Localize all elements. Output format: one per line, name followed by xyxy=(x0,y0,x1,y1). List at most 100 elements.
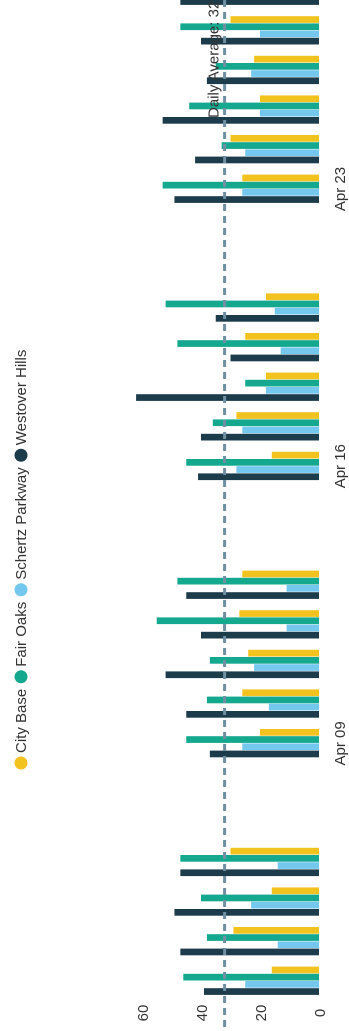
bar-schertz-parkway xyxy=(265,387,319,394)
daily-average-label: Daily Average: 32 xyxy=(206,1,223,118)
bar-fair-oaks xyxy=(245,379,319,387)
bar-city-base xyxy=(260,729,319,736)
bar-schertz-parkway xyxy=(277,941,319,949)
date-tick-label: Apr 09 xyxy=(332,721,349,765)
bar-westover-hills xyxy=(203,988,319,995)
bar-westover-hills xyxy=(165,671,319,679)
bar-schertz-parkway xyxy=(242,426,319,434)
bar-schertz-parkway xyxy=(251,70,319,77)
bar-fair-oaks xyxy=(183,973,319,981)
bar-city-base xyxy=(245,333,319,340)
value-tick-label: 60 xyxy=(135,1005,152,1022)
date-axis: Apr 09 Apr 16 Apr 23 xyxy=(332,167,349,766)
bar-city-base xyxy=(260,95,319,103)
bar-westover-hills xyxy=(198,473,319,481)
legend-marker xyxy=(14,756,28,770)
bar-westover-hills xyxy=(201,631,319,639)
bar-city-base xyxy=(233,927,319,934)
bar-fair-oaks xyxy=(186,736,319,743)
bar-city-base xyxy=(271,451,319,459)
bar-fair-oaks xyxy=(180,855,319,862)
bar-schertz-parkway xyxy=(254,664,319,671)
bar-city-base xyxy=(265,372,319,380)
bar-city-base xyxy=(239,610,319,617)
bar-schertz-parkway xyxy=(260,109,319,117)
bar-schertz-parkway xyxy=(286,624,319,632)
bar-westover-hills xyxy=(201,433,319,441)
bar-westover-hills xyxy=(215,315,319,322)
bar-schertz-parkway xyxy=(251,901,319,909)
value-tick-label: 0 xyxy=(312,1009,329,1017)
bar-schertz-parkway xyxy=(286,585,319,592)
bar-city-base xyxy=(236,412,319,419)
bar-fair-oaks xyxy=(212,419,319,427)
bar-westover-hills xyxy=(180,0,319,5)
bar-fair-oaks xyxy=(177,577,319,585)
bar-city-base xyxy=(230,16,319,23)
legend-marker xyxy=(14,583,28,597)
bar-schertz-parkway xyxy=(280,347,319,355)
bar-fair-oaks xyxy=(186,459,319,466)
date-tick-label: Apr 16 xyxy=(332,444,349,488)
bar-fair-oaks xyxy=(189,102,319,110)
legend-entries: City Base Fair Oaks Schertz Parkway Westove… xyxy=(13,350,30,770)
bars-layer xyxy=(136,0,319,995)
legend-label: Schertz Parkway xyxy=(13,467,30,580)
bar-fair-oaks xyxy=(177,340,319,347)
legend-label: Westover Hills xyxy=(13,350,30,446)
bar-westover-hills xyxy=(180,869,319,877)
bar-westover-hills xyxy=(174,196,319,203)
bar-westover-hills xyxy=(136,394,319,401)
bar-schertz-parkway xyxy=(245,981,319,988)
bar-schertz-parkway xyxy=(260,30,319,38)
bar-schertz-parkway xyxy=(242,743,319,751)
bar-schertz-parkway xyxy=(245,149,319,157)
bar-city-base xyxy=(271,887,319,895)
bar-westover-hills xyxy=(201,37,319,45)
bar-city-base xyxy=(254,55,319,63)
date-tick-label: Apr 23 xyxy=(332,167,349,211)
legend-marker xyxy=(14,448,28,462)
bar-fair-oaks xyxy=(156,617,319,625)
reference-line-layer: Daily Average: 32 xyxy=(206,0,227,1031)
bar-schertz-parkway xyxy=(274,307,319,315)
bar-city-base xyxy=(230,135,319,142)
bar-city-base xyxy=(242,689,319,697)
bar-westover-hills xyxy=(180,948,319,956)
bar-westover-hills xyxy=(186,711,319,718)
bar-fair-oaks xyxy=(165,300,319,308)
value-tick-label: 40 xyxy=(194,1005,211,1022)
bar-fair-oaks xyxy=(209,657,319,664)
bar-westover-hills xyxy=(174,909,319,916)
legend-marker xyxy=(14,670,28,684)
bar-fair-oaks xyxy=(221,142,319,149)
bar-schertz-parkway xyxy=(277,862,319,869)
bar-westover-hills xyxy=(230,354,319,362)
bar-westover-hills xyxy=(209,750,319,758)
bar-fair-oaks xyxy=(180,23,319,31)
value-axis: 0 20 40 60 xyxy=(135,1005,329,1022)
bar-westover-hills xyxy=(162,117,319,124)
bar-fair-oaks xyxy=(215,63,319,70)
bar-fair-oaks xyxy=(206,696,319,704)
bar-fair-oaks xyxy=(201,894,319,902)
bar-fair-oaks xyxy=(206,934,319,941)
bar-fair-oaks xyxy=(162,181,319,189)
bar-schertz-parkway xyxy=(242,189,319,196)
bar-city-base xyxy=(242,174,319,182)
bar-schertz-parkway xyxy=(236,466,319,473)
bar-westover-hills xyxy=(186,592,319,599)
legend-label: City Base xyxy=(13,689,30,753)
legend-label: Fair Oaks xyxy=(13,602,30,667)
bar-schertz-parkway xyxy=(268,703,319,711)
bar-city-base xyxy=(230,847,319,855)
legend: City Base Fair Oaks Schertz Parkway Westove… xyxy=(13,350,30,770)
bar-city-base xyxy=(242,570,319,578)
bar-city-base xyxy=(265,293,319,301)
value-tick-label: 20 xyxy=(253,1005,270,1022)
bar-city-base xyxy=(271,966,319,974)
bar-westover-hills xyxy=(195,156,319,164)
bar-westover-hills xyxy=(206,77,319,85)
bar-city-base xyxy=(248,649,319,657)
